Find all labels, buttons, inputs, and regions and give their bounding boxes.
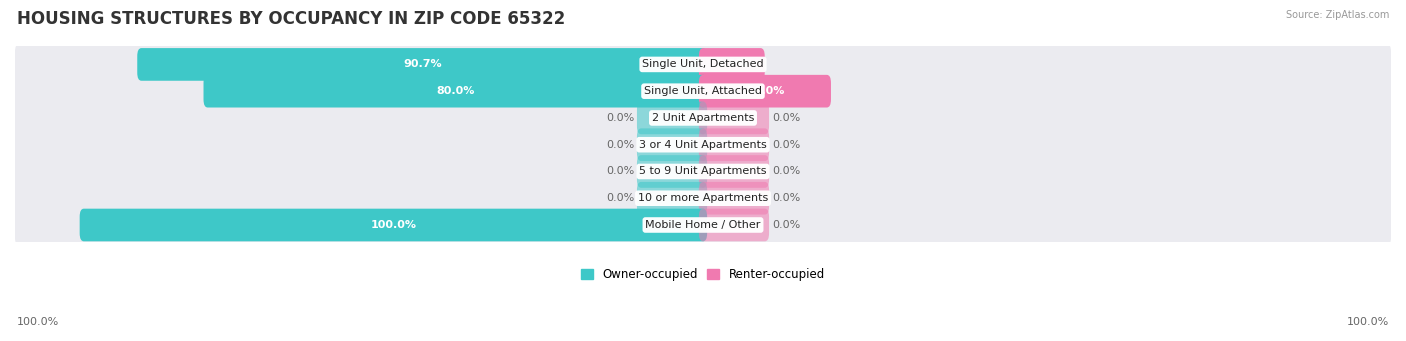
Text: 20.0%: 20.0%	[745, 86, 785, 96]
Text: 0.0%: 0.0%	[606, 193, 634, 203]
FancyBboxPatch shape	[15, 124, 1391, 165]
Text: 90.7%: 90.7%	[404, 59, 441, 70]
FancyBboxPatch shape	[699, 75, 831, 107]
Text: 80.0%: 80.0%	[436, 86, 474, 96]
Text: Single Unit, Detached: Single Unit, Detached	[643, 59, 763, 70]
Text: 100.0%: 100.0%	[370, 220, 416, 230]
Text: Single Unit, Attached: Single Unit, Attached	[644, 86, 762, 96]
Text: Source: ZipAtlas.com: Source: ZipAtlas.com	[1285, 10, 1389, 20]
FancyBboxPatch shape	[699, 102, 769, 134]
Text: 0.0%: 0.0%	[772, 166, 800, 177]
Text: 0.0%: 0.0%	[606, 113, 634, 123]
Text: 0.0%: 0.0%	[606, 140, 634, 150]
Text: Mobile Home / Other: Mobile Home / Other	[645, 220, 761, 230]
FancyBboxPatch shape	[15, 44, 1391, 85]
FancyBboxPatch shape	[204, 75, 707, 107]
Text: 100.0%: 100.0%	[1347, 317, 1389, 327]
Text: 3 or 4 Unit Apartments: 3 or 4 Unit Apartments	[640, 140, 766, 150]
FancyBboxPatch shape	[637, 102, 707, 134]
Text: 10 or more Apartments: 10 or more Apartments	[638, 193, 768, 203]
FancyBboxPatch shape	[138, 48, 707, 81]
Text: 100.0%: 100.0%	[17, 317, 59, 327]
FancyBboxPatch shape	[15, 204, 1391, 246]
FancyBboxPatch shape	[80, 209, 707, 241]
Legend: Owner-occupied, Renter-occupied: Owner-occupied, Renter-occupied	[576, 263, 830, 286]
Text: 0.0%: 0.0%	[772, 220, 800, 230]
Text: 0.0%: 0.0%	[772, 113, 800, 123]
FancyBboxPatch shape	[15, 97, 1391, 138]
Text: 9.3%: 9.3%	[716, 59, 747, 70]
Text: 0.0%: 0.0%	[772, 193, 800, 203]
FancyBboxPatch shape	[699, 155, 769, 188]
Text: 0.0%: 0.0%	[772, 140, 800, 150]
FancyBboxPatch shape	[699, 128, 769, 161]
FancyBboxPatch shape	[699, 182, 769, 214]
FancyBboxPatch shape	[15, 178, 1391, 219]
Text: 2 Unit Apartments: 2 Unit Apartments	[652, 113, 754, 123]
Text: 0.0%: 0.0%	[606, 166, 634, 177]
Text: 5 to 9 Unit Apartments: 5 to 9 Unit Apartments	[640, 166, 766, 177]
Text: HOUSING STRUCTURES BY OCCUPANCY IN ZIP CODE 65322: HOUSING STRUCTURES BY OCCUPANCY IN ZIP C…	[17, 10, 565, 28]
FancyBboxPatch shape	[699, 48, 765, 81]
FancyBboxPatch shape	[699, 209, 769, 241]
FancyBboxPatch shape	[637, 128, 707, 161]
FancyBboxPatch shape	[637, 182, 707, 214]
FancyBboxPatch shape	[637, 155, 707, 188]
FancyBboxPatch shape	[15, 151, 1391, 192]
FancyBboxPatch shape	[15, 71, 1391, 112]
